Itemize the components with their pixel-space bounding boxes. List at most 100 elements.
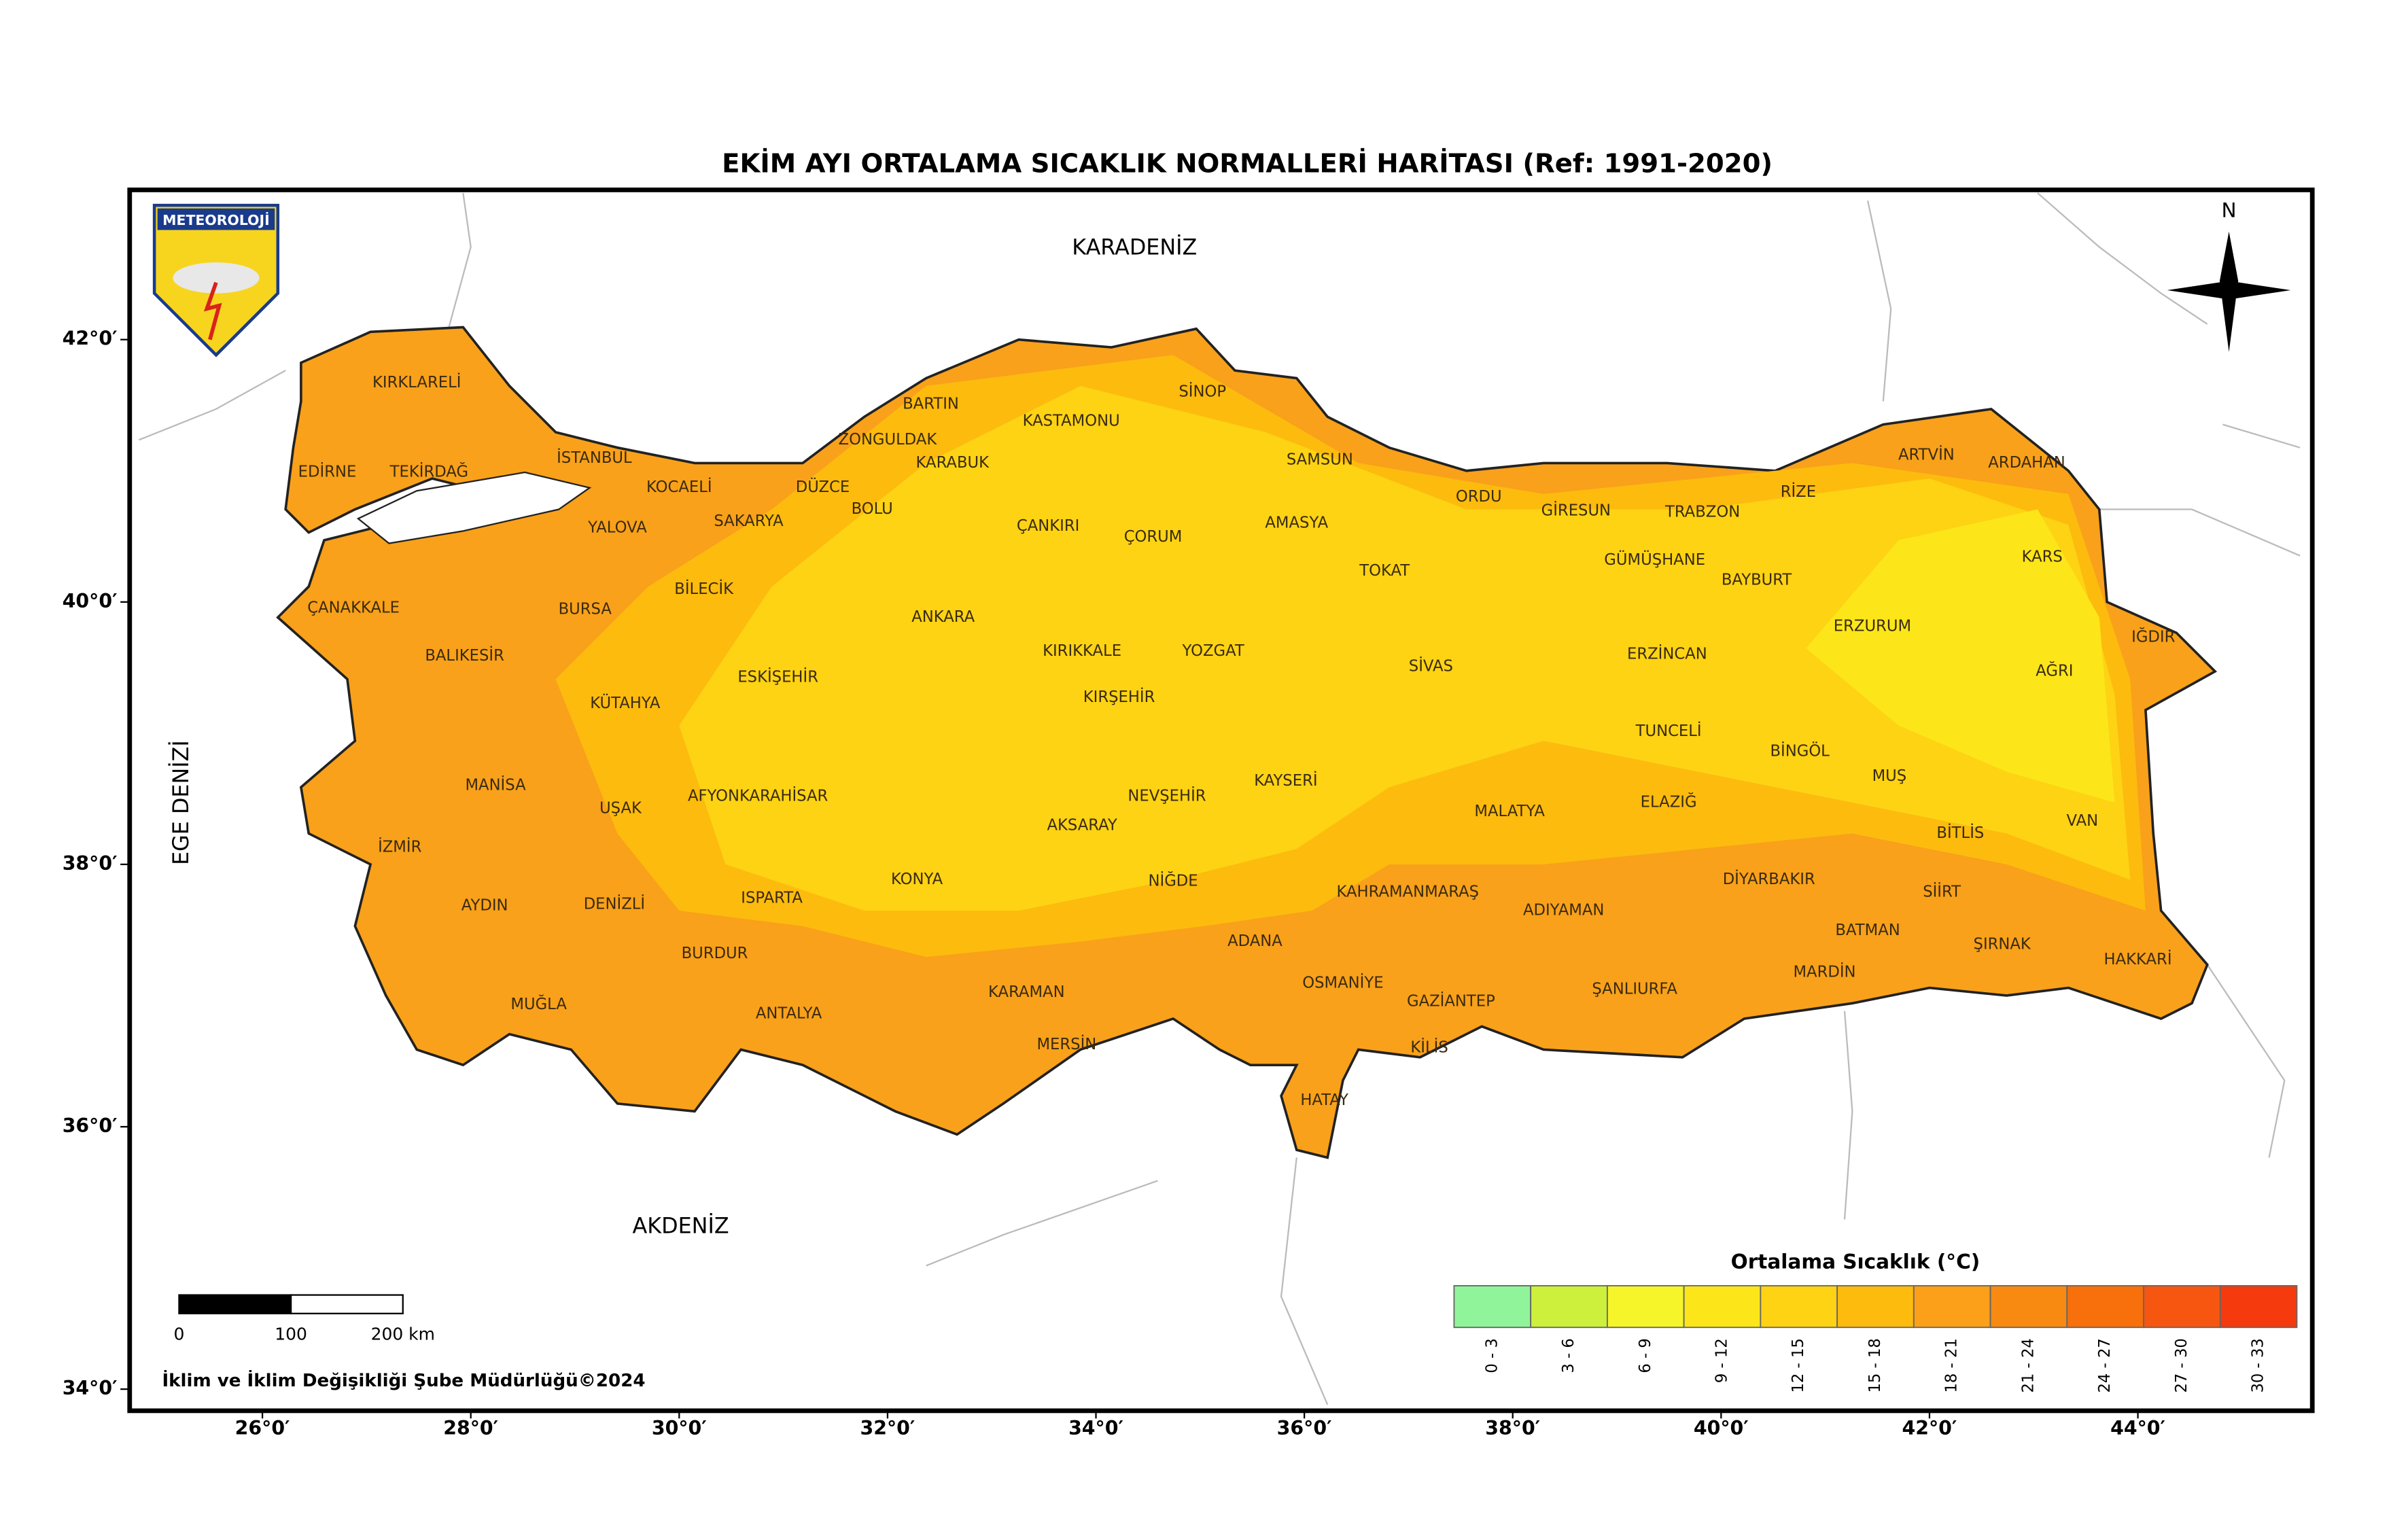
province-label: ÇANAKKALE xyxy=(307,599,400,616)
map-frame xyxy=(127,187,2315,1414)
zone-12-15 xyxy=(679,385,2131,911)
province-label: BİNGÖL xyxy=(1770,741,1830,760)
legend-label: 27 - 30 xyxy=(2173,1338,2191,1392)
scale-segment xyxy=(290,1294,404,1314)
province-label: VAN xyxy=(2066,812,2098,830)
province-label: BARTIN xyxy=(903,396,959,413)
province-label: MANİSA xyxy=(465,775,526,794)
province-label: MARDİN xyxy=(1793,962,1855,981)
lon-tick-label: 42°0′ xyxy=(1902,1417,1957,1439)
province-label: OSMANİYE xyxy=(1302,972,1383,992)
province-label: MALATYA xyxy=(1474,803,1545,820)
lat-tick-label: 40°0′ xyxy=(63,590,118,612)
province-label: TOKAT xyxy=(1359,562,1410,580)
province-label: ŞIRNAK xyxy=(1974,935,2031,953)
legend-label: 24 - 27 xyxy=(2096,1338,2114,1392)
lon-tick-label: 26°0′ xyxy=(235,1417,290,1439)
province-label: DÜZCE xyxy=(796,477,850,496)
province-label: YOZGAT xyxy=(1181,642,1244,660)
legend-swatch xyxy=(2143,1285,2221,1329)
lat-tick-label: 38°0′ xyxy=(63,852,118,875)
north-arrow: N xyxy=(2167,199,2291,352)
legend-swatch xyxy=(1836,1285,1915,1329)
legend-label: 9 - 12 xyxy=(1713,1338,1730,1383)
sea-label: EGE DENİZİ xyxy=(168,740,194,865)
province-label: GİRESUN xyxy=(1541,500,1611,519)
neighbour-borders xyxy=(138,192,2301,1405)
province-label: ERZURUM xyxy=(1834,618,1911,635)
province-label: ŞANLIURFA xyxy=(1592,980,1677,998)
province-label: DİYARBAKIR xyxy=(1723,869,1815,888)
province-label: HATAY xyxy=(1300,1091,1348,1109)
title: EKİM AYI ORTALAMA SICAKLIK NORMALLERİ HA… xyxy=(722,147,1773,179)
north-label: N xyxy=(2221,199,2236,222)
province-label: YALOVA xyxy=(587,519,647,536)
province-label: TRABZON xyxy=(1664,504,1740,521)
province-label: AKSARAY xyxy=(1047,817,1117,835)
legend-label: 30 - 33 xyxy=(2250,1338,2267,1392)
lat-tick-label: 36°0′ xyxy=(63,1115,118,1137)
sea-label: AKDENİZ xyxy=(633,1213,729,1239)
logo: METEOROLOJİ xyxy=(152,203,280,357)
province-label: BAYBURT xyxy=(1722,572,1792,589)
province-label: MUŞ xyxy=(1872,767,1907,785)
province-label: ELAZIĞ xyxy=(1641,792,1697,811)
legend-swatch xyxy=(2219,1285,2298,1329)
lon-tick-label: 40°0′ xyxy=(1694,1417,1749,1439)
province-label: KARS xyxy=(2022,548,2063,565)
province-label: ERZİNCAN xyxy=(1627,644,1707,663)
province-label: ISPARTA xyxy=(741,889,803,907)
province-label: KİLİS xyxy=(1410,1038,1448,1057)
province-label: KARABUK xyxy=(916,454,990,472)
province-label: ARTVİN xyxy=(1898,445,1955,464)
province-label: ORDU xyxy=(1456,488,1502,506)
province-label: KONYA xyxy=(891,871,943,888)
legend-label: 21 - 24 xyxy=(2019,1338,2037,1392)
province-label: AĞRI xyxy=(2036,661,2073,680)
province-label: MUĞLA xyxy=(510,994,567,1013)
province-label: AMASYA xyxy=(1265,514,1328,531)
lon-tick-label: 38°0′ xyxy=(1485,1417,1540,1439)
scale-label: 200 km xyxy=(371,1325,435,1344)
province-label: DENİZLİ xyxy=(584,894,645,913)
legend-label: 12 - 15 xyxy=(1790,1338,1807,1392)
sea-label: KARADENİZ xyxy=(1072,234,1197,260)
province-label: ESKİŞEHİR xyxy=(737,667,818,686)
province-label: ANTALYA xyxy=(756,1005,822,1023)
province-label: ÇORUM xyxy=(1124,528,1183,546)
legend-label: 18 - 21 xyxy=(1943,1338,1961,1392)
province-label: GAZİANTEP xyxy=(1407,992,1495,1011)
legend-swatch xyxy=(1606,1285,1685,1329)
province-label: KAHRAMANMARAŞ xyxy=(1337,883,1479,900)
logo-text: METEOROLOJİ xyxy=(162,211,270,228)
lat-tick-label: 42°0′ xyxy=(63,328,118,350)
province-label: BURDUR xyxy=(682,945,748,962)
legend-label: 0 - 3 xyxy=(1483,1338,1501,1373)
lon-tick-label: 32°0′ xyxy=(860,1417,915,1439)
province-label: BİLECİK xyxy=(674,579,734,598)
province-label: KAYSERİ xyxy=(1254,771,1317,790)
province-label: MERSİN xyxy=(1036,1034,1096,1053)
legend-swatch xyxy=(1683,1285,1762,1329)
legend-swatch xyxy=(1760,1285,1838,1329)
scale-label: 100 xyxy=(275,1325,307,1344)
legend-label: 15 - 18 xyxy=(1866,1338,1884,1392)
zone-9-12 xyxy=(1806,509,2115,803)
province-label: BİTLİS xyxy=(1936,823,1984,842)
province-label: ANKARA xyxy=(911,608,975,626)
lat-tick-label: 34°0′ xyxy=(63,1377,118,1399)
province-label: ZONGULDAK xyxy=(839,431,938,449)
legend-title: Ortalama Sıcaklık (°C) xyxy=(1731,1250,1981,1273)
legend-swatch xyxy=(2066,1285,2144,1329)
lon-tick-label: 44°0′ xyxy=(2110,1417,2165,1439)
province-label: KIRIKKALE xyxy=(1043,642,1121,660)
province-label: SİNOP xyxy=(1179,381,1226,400)
province-label: AFYONKARAHİSAR xyxy=(688,786,828,805)
province-label: KÜTAHYA xyxy=(590,693,661,712)
lon-tick-label: 34°0′ xyxy=(1068,1417,1123,1439)
province-label: KIRŞEHİR xyxy=(1083,687,1155,706)
province-label: GÜMÜŞHANE xyxy=(1604,550,1705,569)
lon-tick-label: 28°0′ xyxy=(443,1417,498,1439)
